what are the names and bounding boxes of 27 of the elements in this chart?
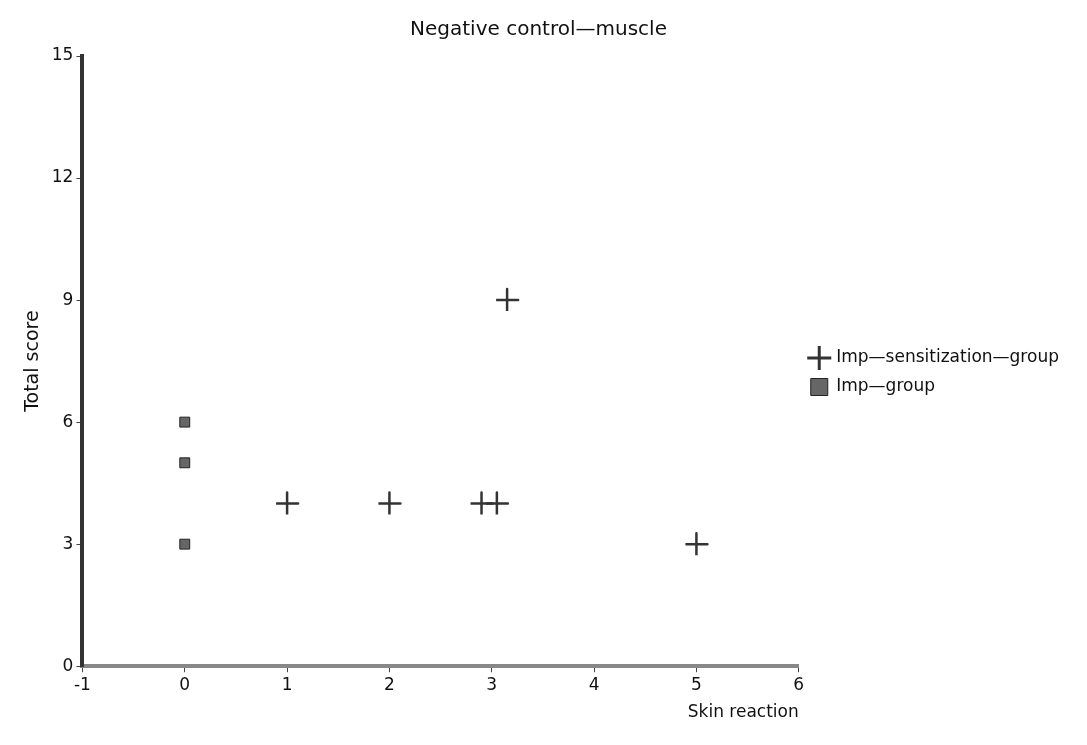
point (179, 416, 191, 428)
x-tick-label: 2 (384, 673, 395, 694)
x-tick-label: -1 (73, 673, 91, 694)
x-axis-title: Skin reaction (687, 701, 799, 722)
point (274, 491, 300, 516)
point (494, 287, 520, 313)
y-tick-label: 15 (51, 44, 74, 65)
legend-label: Imp—sensitization—group (836, 346, 1059, 367)
point (179, 538, 191, 550)
point (684, 531, 709, 557)
point (377, 491, 402, 516)
y-axis-title: Total score (20, 310, 43, 413)
y-tick-label: 0 (62, 654, 74, 675)
x-tick-label: 0 (179, 673, 191, 694)
legend-label: Imp—group (836, 375, 935, 396)
x-tick-label: 4 (588, 673, 600, 694)
x-tick-label: 5 (691, 673, 702, 694)
chart-title: Negative control—muscle (410, 16, 667, 41)
x-tick-label: 6 (793, 673, 805, 694)
y-tick-label: 12 (51, 166, 74, 187)
point (484, 491, 510, 516)
y-tick-label: 6 (62, 410, 74, 431)
x-tick-label: 1 (281, 673, 293, 694)
point (179, 457, 191, 469)
x-tick-label: 3 (486, 673, 498, 694)
y-tick-label: 3 (62, 532, 74, 553)
y-tick-label: 9 (62, 288, 74, 309)
